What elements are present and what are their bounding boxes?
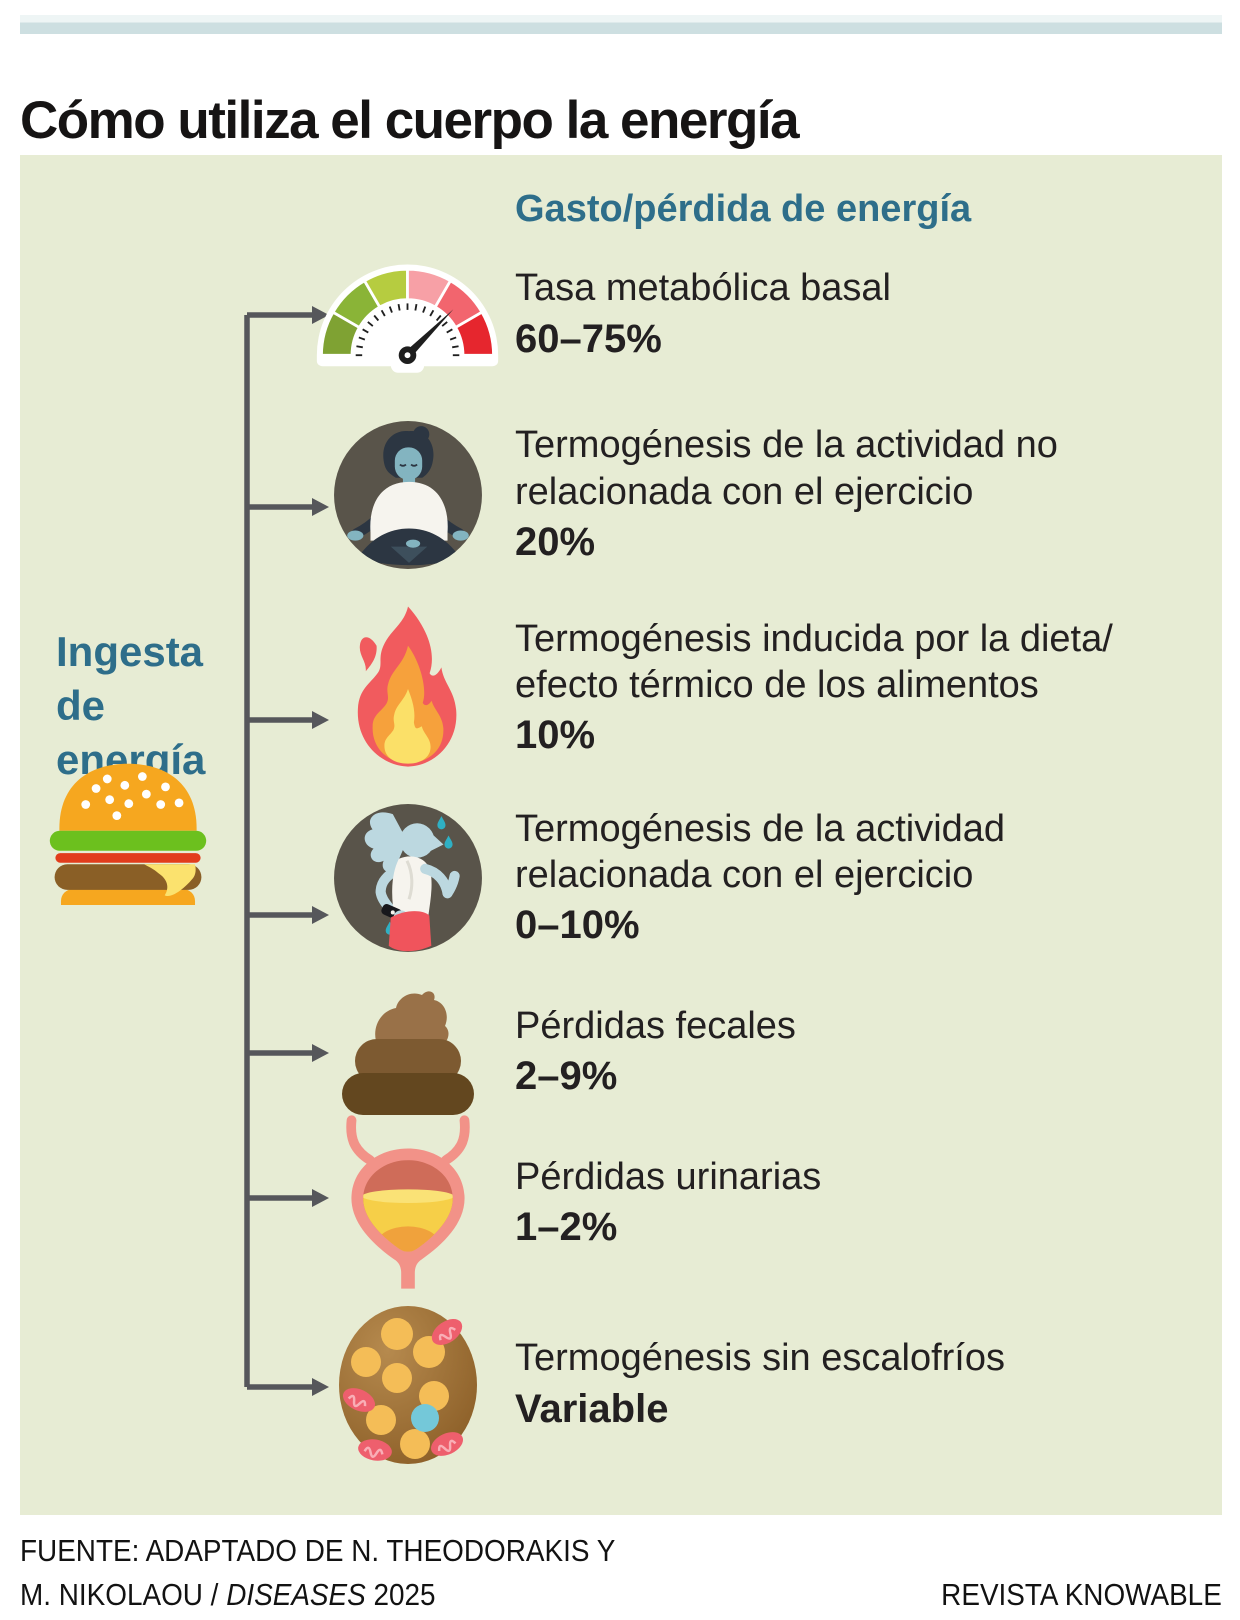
- hamburger-icon: [49, 763, 207, 905]
- publisher-credit: REVISTA KNOWABLE: [941, 1577, 1222, 1612]
- expenditure-item-basal: Tasa metabólica basal 60–75%: [315, 252, 1200, 377]
- item-value: 0–10%: [515, 903, 640, 948]
- page-title: Cómo utiliza el cuerpo la energía: [20, 90, 800, 150]
- feces-icon: [315, 987, 500, 1117]
- expenditure-item-diet: Termogénesis inducida por la dieta/ efec…: [315, 602, 1200, 774]
- expenditure-item-neat: Termogénesis de la actividad no relacion…: [315, 417, 1200, 572]
- item-label: Termogénesis de la actividad no relacion…: [515, 424, 1058, 513]
- source-credit-line1: FUENTE: ADAPTADO DE N. THEODORAKIS Y: [20, 1533, 616, 1568]
- source-journal: DISEASES: [226, 1577, 366, 1612]
- item-value: 2–9%: [515, 1054, 618, 1099]
- source-credit-line2: M. NIKOLAOU / DISEASES 2025: [20, 1577, 436, 1613]
- energy-intake-label: Ingesta de energía: [56, 628, 206, 783]
- flame-icon: [315, 604, 500, 772]
- running-person-icon: [315, 802, 500, 954]
- expenditure-item-fecal: Pérdidas fecales 2–9%: [315, 982, 1200, 1122]
- source-prefix: M. NIKOLAOU /: [20, 1577, 227, 1612]
- source-year: 2025: [365, 1577, 436, 1612]
- diagram-panel: Gasto/pérdida de energía Ingesta de ener…: [20, 155, 1222, 1515]
- expenditure-item-exercise: Termogénesis de la actividad relacionada…: [315, 799, 1200, 957]
- item-value: 20%: [515, 519, 596, 564]
- top-accent-bar: [20, 15, 1222, 34]
- item-label: Termogénesis sin escalofríos: [515, 1337, 1005, 1380]
- item-label: Pérdidas urinarias: [515, 1155, 822, 1198]
- item-value: 60–75%: [515, 316, 662, 361]
- item-label: Pérdidas fecales: [515, 1004, 796, 1047]
- meditating-person-icon: [315, 419, 500, 571]
- item-label: Termogénesis de la actividad relacionada…: [515, 807, 1006, 896]
- expenditure-heading: Gasto/pérdida de energía: [515, 188, 972, 230]
- expenditure-item-nonshivering: Termogénesis sin escalofríos Variable: [315, 1302, 1200, 1467]
- cell-icon: [315, 1304, 500, 1466]
- item-label: Termogénesis inducida por la dieta/ efec…: [515, 617, 1113, 706]
- bladder-icon: [315, 1115, 500, 1291]
- item-label: Tasa metabólica basal: [515, 267, 891, 310]
- item-value: 10%: [515, 713, 596, 758]
- expenditure-item-urinary: Pérdidas urinarias 1–2%: [315, 1114, 1200, 1292]
- gauge-icon: [315, 256, 500, 373]
- item-value: Variable: [515, 1386, 669, 1431]
- item-value: 1–2%: [515, 1205, 618, 1250]
